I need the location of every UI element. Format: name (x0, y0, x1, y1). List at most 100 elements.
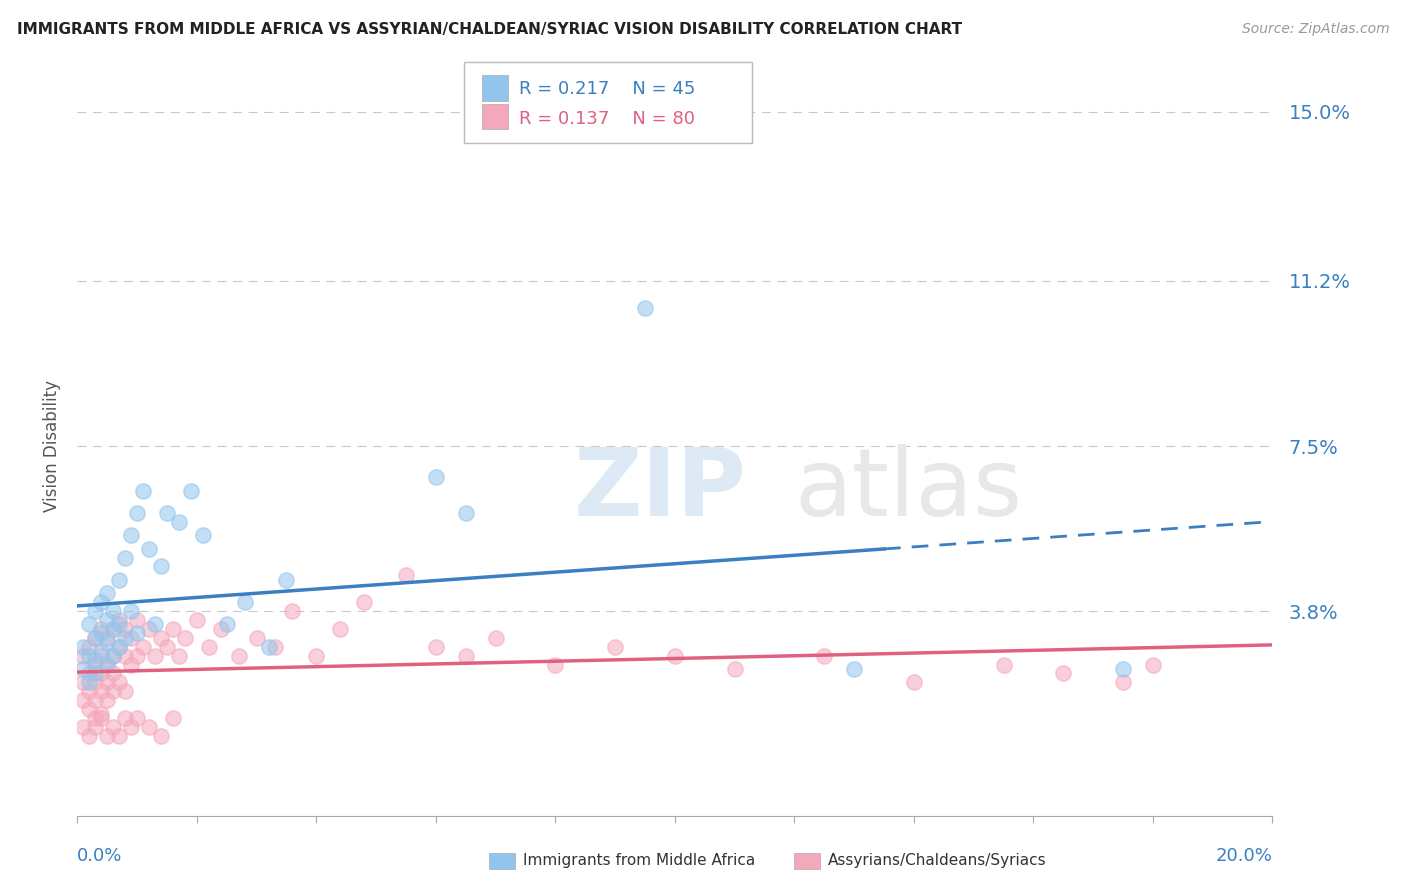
Point (72, 693, 94, 707)
Point (96, 657, 118, 672)
Point (120, 604, 142, 618)
Point (84, 604, 107, 618)
Point (353, 595, 375, 609)
Point (79, 675, 101, 690)
Point (84, 675, 107, 690)
Point (103, 648, 124, 663)
Point (246, 631, 269, 645)
Point (605, 640, 627, 654)
Point (96, 729, 118, 743)
Point (108, 729, 131, 743)
Point (96, 613, 118, 627)
Point (120, 631, 142, 645)
Point (79, 729, 101, 743)
Point (90, 666, 112, 681)
Point (233, 595, 256, 609)
Point (114, 648, 136, 663)
Point (84, 711, 107, 725)
Point (103, 604, 124, 618)
Point (167, 648, 190, 663)
Point (138, 622, 160, 636)
Point (197, 640, 219, 654)
Point (114, 550, 136, 565)
Point (84, 631, 107, 645)
Point (90, 622, 112, 636)
Point (127, 648, 149, 663)
Point (276, 573, 298, 587)
Point (84, 657, 107, 672)
Point (903, 675, 925, 690)
Point (209, 622, 232, 636)
Point (180, 483, 202, 498)
Point (305, 648, 328, 663)
Point (156, 506, 179, 520)
Point (114, 684, 136, 698)
Point (664, 648, 686, 663)
Point (395, 568, 418, 582)
Point (84, 720, 107, 734)
Point (90, 648, 112, 663)
Point (114, 711, 136, 725)
Point (96, 675, 118, 690)
Point (84, 666, 107, 681)
Point (425, 640, 447, 654)
Point (167, 515, 190, 529)
Point (186, 613, 208, 627)
Point (132, 483, 155, 498)
Text: 20.0%: 20.0% (1216, 847, 1272, 864)
Point (103, 666, 124, 681)
Point (90, 706, 112, 721)
Point (114, 622, 136, 636)
Point (90, 626, 112, 640)
Point (844, 662, 866, 676)
Point (79, 648, 101, 663)
Point (90, 711, 112, 725)
Point (84, 693, 107, 707)
Point (90, 595, 112, 609)
Point (108, 617, 131, 632)
Point (454, 648, 477, 663)
Point (454, 506, 477, 520)
Point (143, 648, 166, 663)
Point (1052, 666, 1074, 681)
Point (162, 711, 184, 725)
Point (72, 662, 94, 676)
Point (191, 528, 214, 542)
Point (72, 648, 94, 663)
Point (120, 720, 142, 734)
Point (127, 626, 149, 640)
Point (1112, 662, 1135, 676)
Point (329, 622, 352, 636)
Point (127, 506, 149, 520)
Point (174, 631, 197, 645)
Point (79, 666, 101, 681)
Point (79, 617, 101, 632)
Point (127, 711, 149, 725)
Point (96, 693, 118, 707)
Point (1112, 675, 1135, 690)
Point (127, 613, 149, 627)
Point (1142, 657, 1164, 672)
Point (993, 657, 1015, 672)
Point (96, 586, 118, 600)
Text: R = 0.217    N = 45: R = 0.217 N = 45 (519, 80, 695, 98)
Point (79, 640, 101, 654)
Point (150, 631, 173, 645)
Text: Immigrants from Middle Africa: Immigrants from Middle Africa (523, 854, 755, 868)
Point (108, 675, 131, 690)
Point (96, 657, 118, 672)
Point (257, 640, 280, 654)
Point (72, 675, 94, 690)
Point (103, 622, 124, 636)
Point (544, 657, 567, 672)
Point (120, 528, 142, 542)
Point (281, 604, 304, 618)
Text: R = 0.137    N = 80: R = 0.137 N = 80 (519, 110, 695, 128)
Point (485, 631, 508, 645)
Point (138, 720, 160, 734)
Text: ZIP: ZIP (574, 444, 747, 536)
Point (103, 622, 124, 636)
Point (215, 617, 238, 632)
Point (96, 635, 118, 649)
Point (138, 541, 160, 556)
